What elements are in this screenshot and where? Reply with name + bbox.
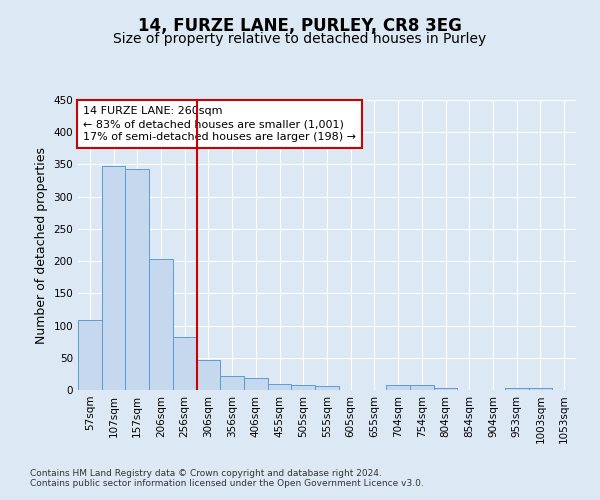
Bar [315,386,339,390]
Bar [125,169,149,390]
Text: Contains public sector information licensed under the Open Government Licence v3: Contains public sector information licen… [30,479,424,488]
Bar [529,388,552,390]
Bar [410,386,434,390]
Bar [102,166,125,390]
Bar [244,378,268,390]
Bar [149,259,173,390]
Y-axis label: Number of detached properties: Number of detached properties [35,146,48,344]
Bar [505,388,529,390]
Bar [292,386,315,390]
Bar [434,388,457,390]
Text: 14 FURZE LANE: 260sqm
← 83% of detached houses are smaller (1,001)
17% of semi-d: 14 FURZE LANE: 260sqm ← 83% of detached … [83,106,356,142]
Bar [197,360,220,390]
Text: Contains HM Land Registry data © Crown copyright and database right 2024.: Contains HM Land Registry data © Crown c… [30,469,382,478]
Text: 14, FURZE LANE, PURLEY, CR8 3EG: 14, FURZE LANE, PURLEY, CR8 3EG [138,18,462,36]
Bar [173,336,197,390]
Text: Size of property relative to detached houses in Purley: Size of property relative to detached ho… [113,32,487,46]
Bar [220,376,244,390]
Bar [386,386,410,390]
Bar [268,384,292,390]
Bar [78,320,102,390]
